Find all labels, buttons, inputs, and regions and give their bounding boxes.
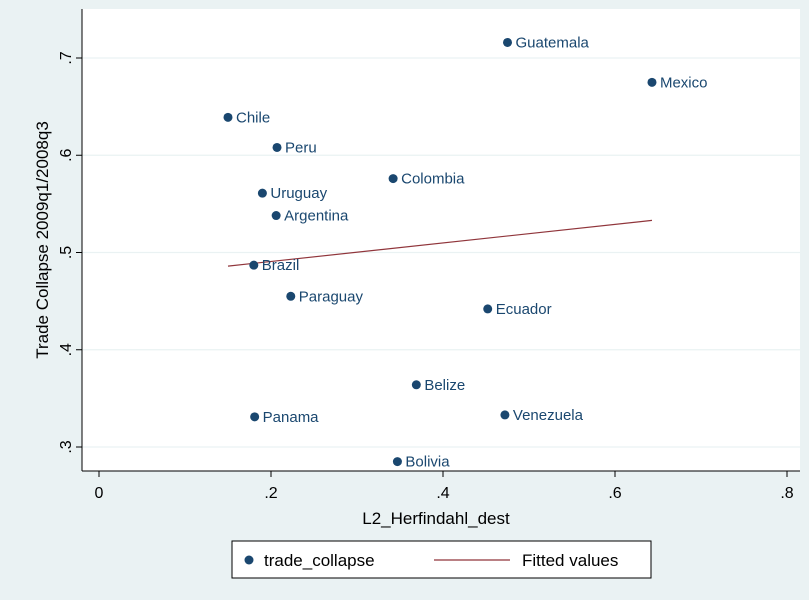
point-label: Bolivia <box>405 454 450 471</box>
point-label: Colombia <box>401 171 465 188</box>
y-tick-label: .5 <box>58 246 75 259</box>
data-point-venezuela: Venezuela <box>500 407 584 424</box>
gridlines <box>82 57 800 448</box>
x-tick-label: .4 <box>436 485 449 502</box>
point-marker <box>411 380 421 390</box>
x-tick-label: .2 <box>264 485 277 502</box>
y-tick-label: .7 <box>58 51 75 64</box>
point-marker <box>223 112 233 122</box>
data-point-peru: Peru <box>272 139 317 156</box>
legend: trade_collapse Fitted values <box>231 540 652 579</box>
point-marker <box>503 37 512 47</box>
data-point-argentina: Argentina <box>271 208 349 225</box>
scatter-points: Guatemala Mexico Chile Peru Colombia Uruguay A… <box>223 34 707 471</box>
legend-marker-trade-collapse <box>244 555 254 565</box>
data-point-chile: Chile <box>223 109 270 126</box>
data-point-brazil: Brazil <box>249 257 299 274</box>
data-point-panama: Panama <box>250 409 319 426</box>
point-label: Venezuela <box>513 407 584 424</box>
fitted-line-segment <box>227 219 653 267</box>
axes <box>81 9 800 472</box>
point-label: Ecuador <box>496 301 552 318</box>
data-point-uruguay: Uruguay <box>257 185 328 202</box>
y-tick-label: .3 <box>58 440 75 453</box>
x-tick-label: .6 <box>608 485 621 502</box>
data-point-colombia: Colombia <box>388 171 465 188</box>
data-point-paraguay: Paraguay <box>286 288 363 305</box>
x-axis-label: L2_Herfindahl_dest <box>362 509 510 528</box>
plot-area <box>82 9 800 471</box>
point-marker <box>272 142 282 152</box>
point-label: Argentina <box>284 208 349 225</box>
data-point-bolivia: Bolivia <box>392 454 450 471</box>
point-marker <box>392 457 402 467</box>
point-marker <box>388 174 398 184</box>
point-marker <box>250 412 260 422</box>
y-tick-label: .4 <box>58 343 75 356</box>
data-point-guatemala: Guatemala <box>503 34 590 51</box>
point-label: Guatemala <box>516 34 590 51</box>
data-point-ecuador: Ecuador <box>483 301 552 318</box>
point-label: Belize <box>424 377 465 394</box>
point-marker <box>500 410 510 420</box>
legend-label-trade-collapse: trade_collapse <box>264 551 375 570</box>
point-label: Paraguay <box>299 288 364 305</box>
point-label: Peru <box>285 139 317 156</box>
point-marker <box>271 211 281 221</box>
point-label: Chile <box>236 109 270 126</box>
point-marker <box>483 304 493 314</box>
legend-label-fitted-values: Fitted values <box>522 551 618 570</box>
point-marker <box>286 291 296 301</box>
x-tick-label: 0 <box>95 485 104 502</box>
point-label: Uruguay <box>270 185 327 202</box>
point-marker <box>249 260 259 270</box>
y-axis-label: Trade Collapse 2009q1/2008q3 <box>33 121 52 359</box>
point-label: Panama <box>263 409 320 426</box>
x-ticks: 0 .2 .4 .6 .8 <box>95 471 794 502</box>
data-point-mexico: Mexico <box>647 74 707 91</box>
y-tick-label: .6 <box>58 148 75 161</box>
fitted-values-line <box>227 219 653 267</box>
x-tick-label: .8 <box>780 485 793 502</box>
point-marker <box>647 77 657 87</box>
point-label: Mexico <box>660 74 708 91</box>
data-point-belize: Belize <box>411 377 465 394</box>
y-ticks: .3 .4 .5 .6 .7 <box>58 51 82 454</box>
point-label: Brazil <box>262 257 300 274</box>
point-marker <box>257 188 267 198</box>
